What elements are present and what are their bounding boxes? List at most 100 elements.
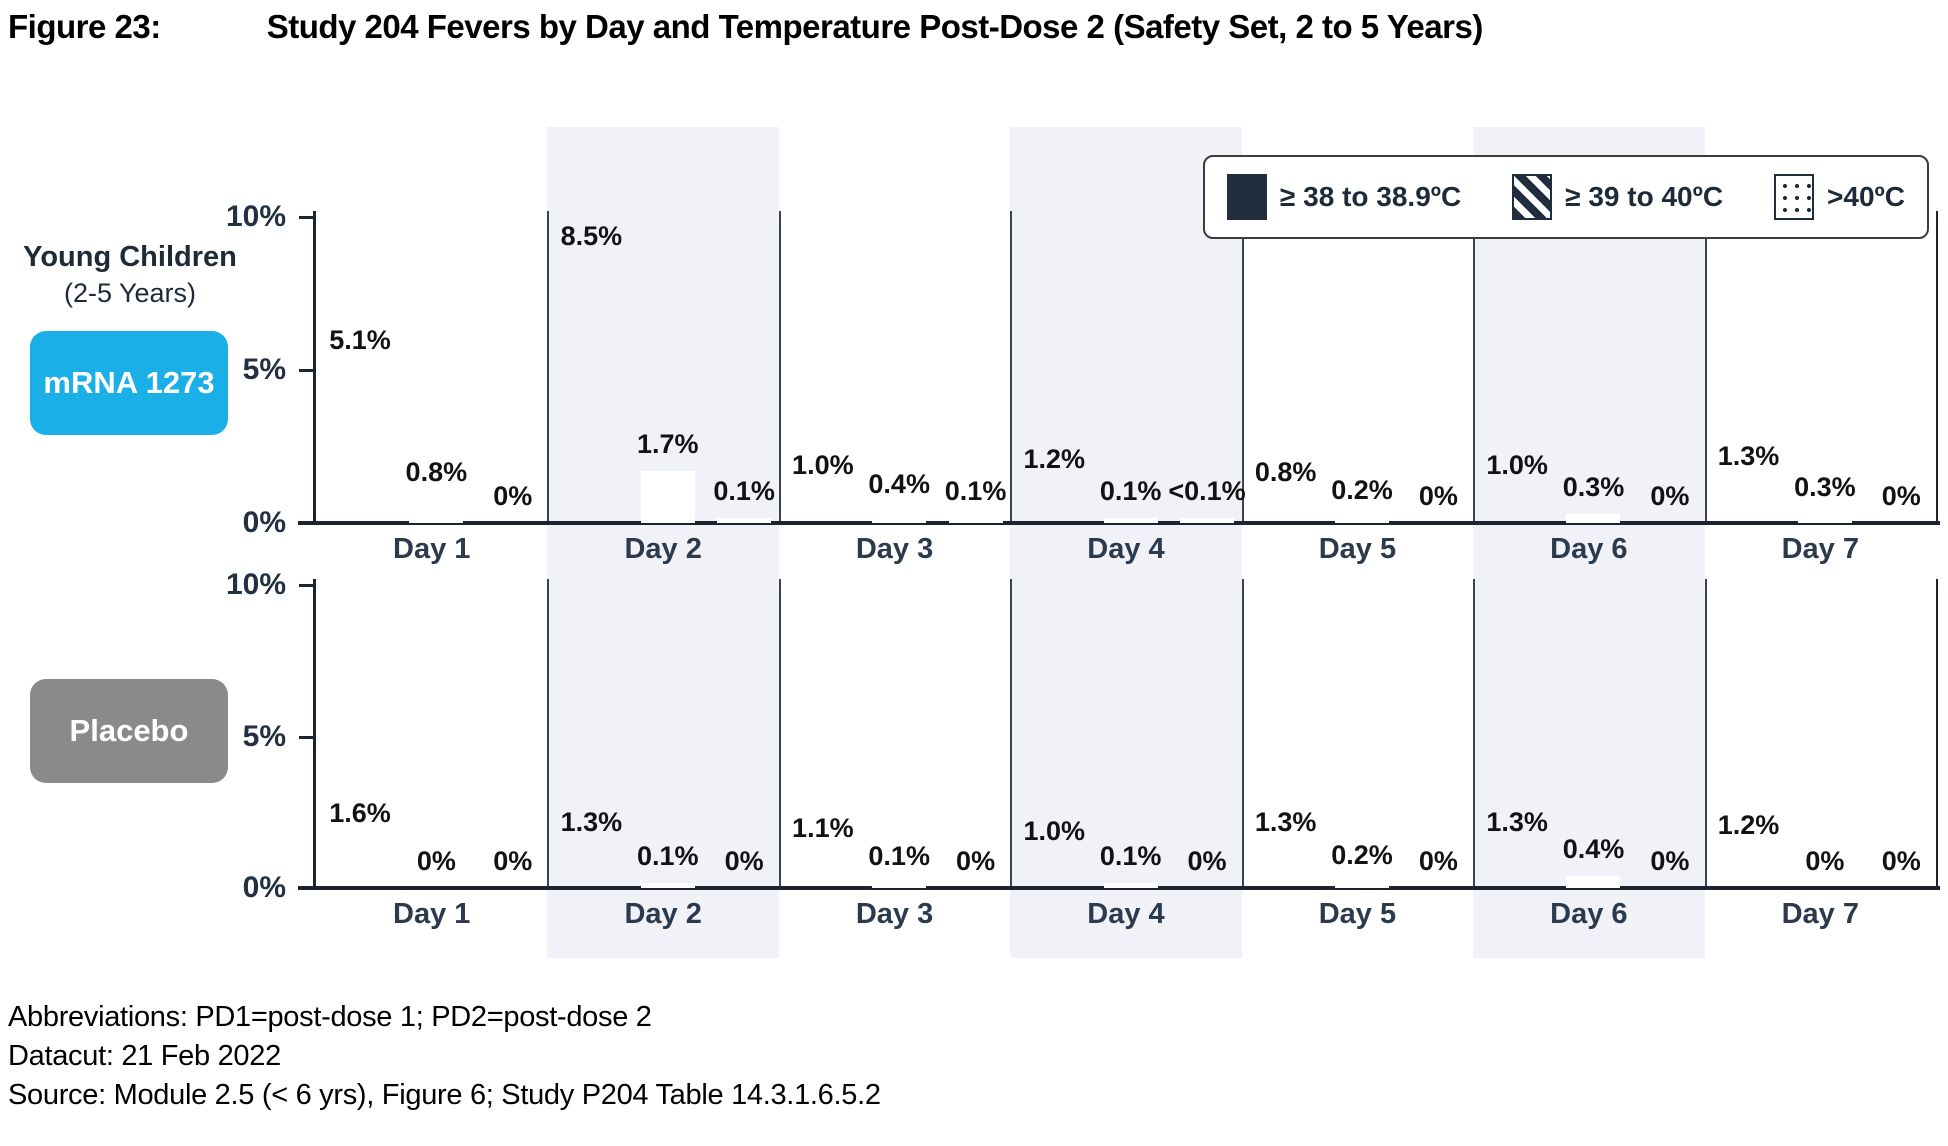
bar	[1180, 518, 1234, 523]
footnote-abbreviations: Abbreviations: PD1=post-dose 1; PD2=post…	[8, 1001, 652, 1033]
bar	[1027, 486, 1081, 523]
y-tick-label: 5%	[242, 353, 286, 386]
bar-value-label: 5.1%	[329, 325, 391, 355]
y-tick-mark	[299, 369, 314, 372]
bar-value-label: 0%	[956, 846, 996, 876]
bar-value-label: 0.4%	[1562, 834, 1625, 864]
bar	[1335, 517, 1390, 523]
day-band	[1010, 127, 1242, 958]
bar	[564, 263, 618, 523]
figure-number: Figure 23:	[8, 8, 161, 45]
panel-right-border	[1936, 579, 1938, 888]
bar	[1335, 882, 1390, 888]
bar-value-label: 1.0%	[1486, 450, 1548, 480]
day-separator	[778, 579, 781, 888]
bar-value-label: 0%	[416, 846, 456, 876]
bar-value-label: 0.8%	[405, 457, 468, 487]
day-separator	[1473, 211, 1476, 523]
bar	[1103, 883, 1158, 888]
bar	[1490, 492, 1544, 523]
bar-value-label: 0%	[1650, 481, 1690, 511]
day-label: Day 1	[393, 533, 471, 565]
bar-value-label: 0.1%	[713, 476, 775, 506]
bar-value-label: 0.2%	[1331, 840, 1393, 870]
x-axis-line	[298, 521, 1940, 525]
temperature-legend: ≥ 38 to 38.9ºC ≥ 39 to 40ºC >40ºC	[1203, 155, 1929, 239]
y-tick-mark	[299, 887, 314, 890]
day-separator	[547, 211, 550, 523]
day-separator	[1704, 211, 1707, 523]
bar-value-label: 0%	[1805, 846, 1845, 876]
day-separator	[1010, 211, 1013, 523]
y-tick-label: 0%	[242, 506, 286, 539]
day-separator	[778, 211, 781, 523]
mrna-1273-badge: mRNA 1273	[30, 331, 228, 435]
x-axis-line	[298, 886, 1940, 890]
bar-value-label: 0.1%	[1099, 841, 1162, 871]
day-band	[547, 127, 779, 958]
day-label: Day 2	[624, 898, 702, 930]
bar-value-label: 1.7%	[636, 429, 699, 459]
y-tick-mark	[299, 216, 314, 219]
bar-value-label: 1.6%	[329, 798, 391, 828]
bar	[872, 883, 927, 888]
bar-value-label: 1.3%	[1254, 807, 1317, 837]
day-separator	[1241, 211, 1244, 523]
bar-value-label: 1.0%	[1023, 816, 1086, 846]
day-separator	[1010, 579, 1013, 888]
bar	[1103, 518, 1158, 523]
bar-value-label: 0.1%	[944, 476, 1007, 506]
bar	[409, 499, 464, 523]
y-axis-line	[313, 211, 316, 523]
legend-label: ≥ 39 to 40ºC	[1565, 181, 1724, 212]
bar-value-label: 0%	[493, 481, 533, 511]
y-tick-label: 10%	[225, 200, 286, 233]
bar	[1722, 483, 1776, 523]
day-separator	[1704, 579, 1707, 888]
bar-value-label: 1.1%	[792, 813, 854, 843]
bar-value-label: <0.1%	[1168, 476, 1246, 506]
day-separator	[1473, 579, 1476, 888]
footnote-source: Source: Module 2.5 (< 6 yrs), Figure 6; …	[8, 1079, 881, 1111]
day-label: Day 6	[1550, 898, 1628, 930]
bar-value-label: 0.1%	[1099, 476, 1162, 506]
day-band	[1473, 127, 1705, 958]
bar	[1027, 858, 1081, 888]
group-label-young-children: Young Children	[23, 241, 237, 273]
bar-value-label: 0%	[1881, 846, 1921, 876]
day-label: Day 3	[855, 898, 934, 930]
bar	[1797, 514, 1852, 523]
bar-value-label: 0.1%	[636, 841, 699, 871]
bar-value-label: 0.1%	[868, 841, 930, 871]
day-label: Day 5	[1318, 533, 1397, 565]
bar	[717, 518, 772, 523]
day-label: Day 4	[1087, 533, 1165, 565]
solid-square-swatch-icon	[1227, 174, 1267, 220]
day-label: Day 5	[1318, 898, 1397, 930]
bar-value-label: 0%	[1881, 481, 1921, 511]
bar-value-label: 0.4%	[868, 469, 930, 499]
day-separator	[1241, 579, 1244, 888]
panel-right-border	[1936, 211, 1938, 523]
bar-value-label: 0%	[493, 846, 533, 876]
y-axis-line	[313, 579, 316, 888]
group-sublabel-age-range: (2-5 Years)	[63, 278, 197, 308]
bar	[640, 883, 695, 888]
day-label: Day 2	[624, 533, 702, 565]
bar-value-label: 0.3%	[1794, 472, 1856, 502]
placebo-badge: Placebo	[30, 679, 228, 783]
bar-value-label: 0.8%	[1254, 457, 1317, 487]
bar-value-label: 1.3%	[560, 807, 623, 837]
figure-title-text: Study 204 Fevers by Day and Temperature …	[266, 8, 1484, 45]
bar-value-label: 1.0%	[792, 450, 854, 480]
figure-footnotes: Abbreviations: PD1=post-dose 1; PD2=post…	[8, 998, 881, 1115]
bar-value-label: 0%	[1650, 846, 1690, 876]
legend-item-38-to-38-9: ≥ 38 to 38.9ºC	[1227, 174, 1461, 220]
legend-item-over-40: >40ºC	[1774, 174, 1905, 220]
bar	[640, 471, 695, 523]
bar-value-label: 1.3%	[1717, 441, 1780, 471]
bar-value-label: 1.2%	[1023, 444, 1086, 474]
y-tick-label: 10%	[225, 568, 286, 601]
bar-value-label: 0%	[1418, 846, 1458, 876]
